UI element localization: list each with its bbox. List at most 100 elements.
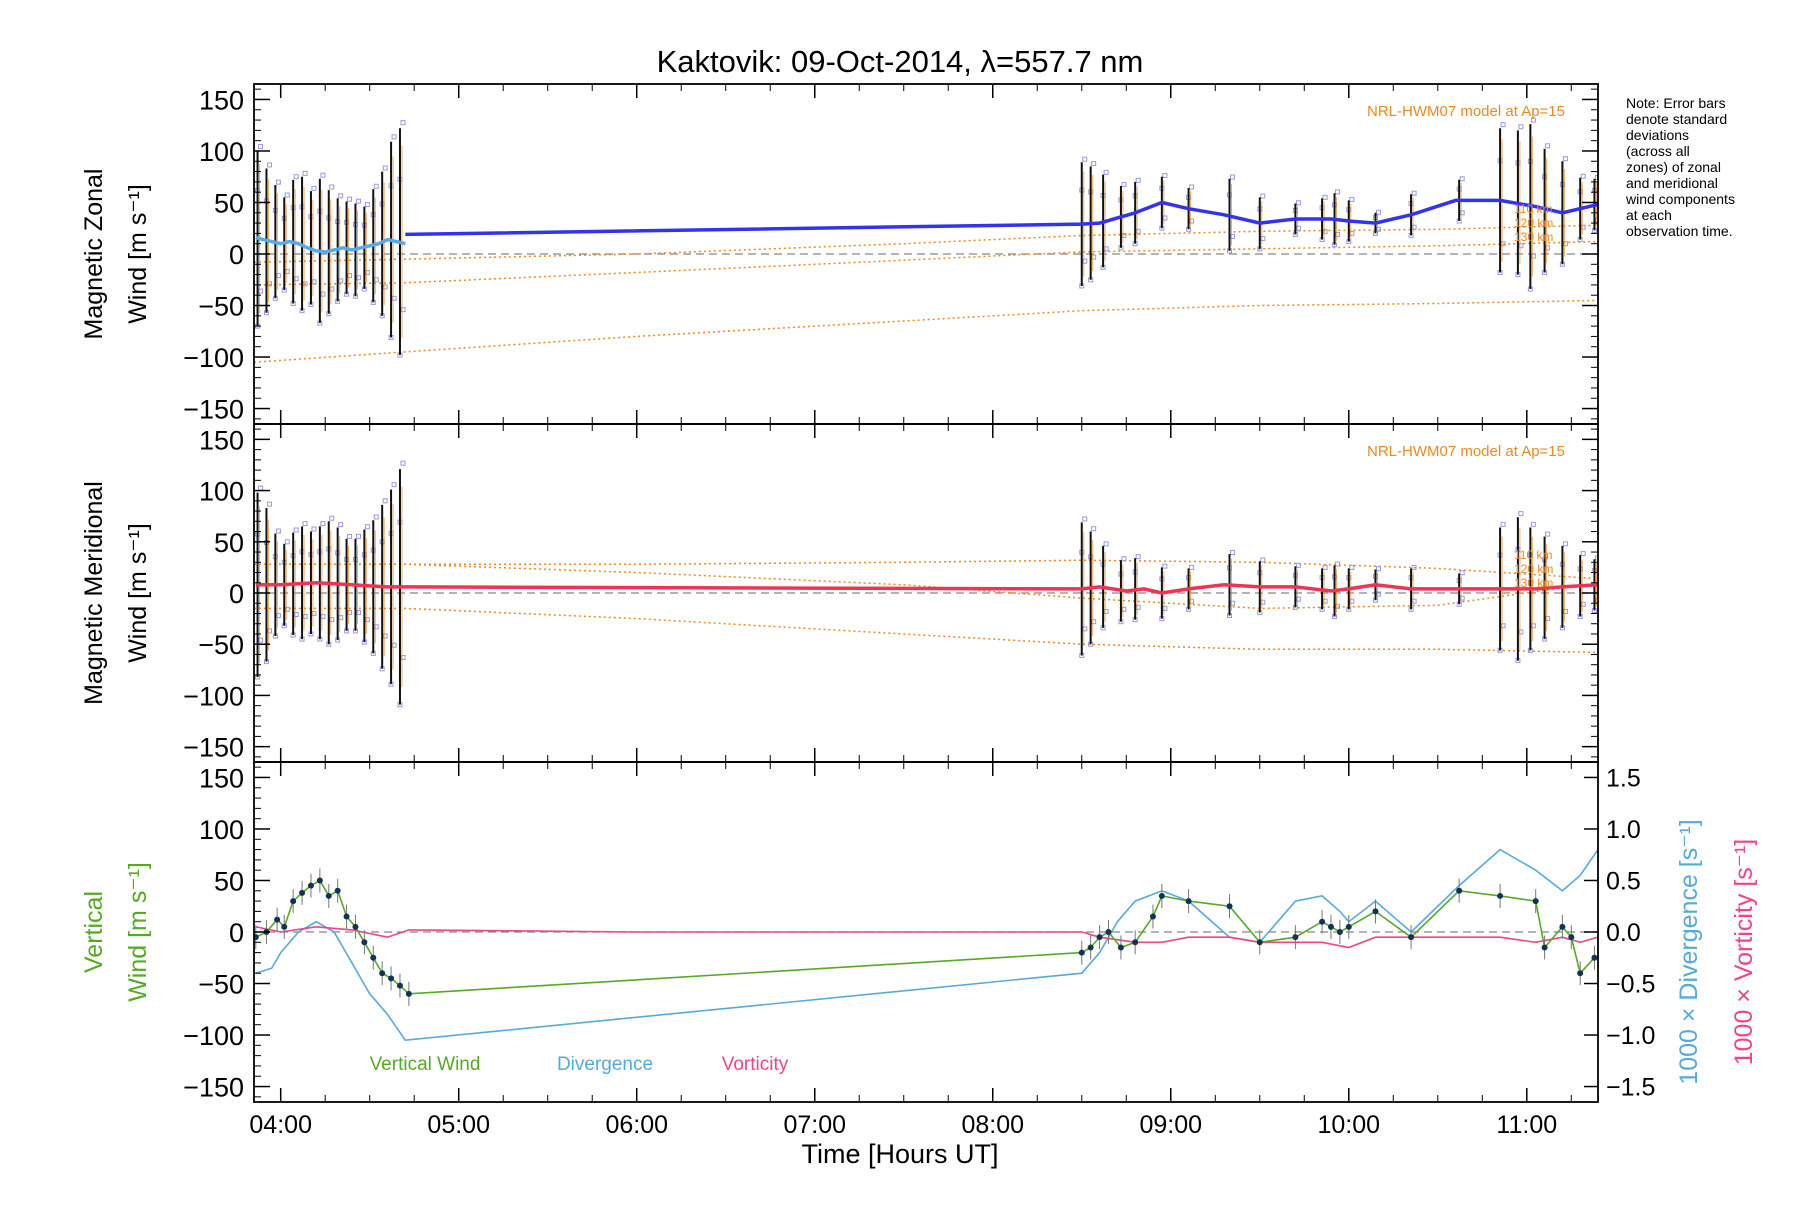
zone-point (391, 482, 397, 488)
zone-point (1349, 564, 1355, 570)
y-axis-label-line2: Wind [m s⁻¹] (124, 184, 152, 324)
x-tick-label: 11:00 (1496, 1111, 1557, 1139)
zone-point (1375, 566, 1381, 572)
zone-point (293, 174, 299, 180)
zone-point (1082, 156, 1088, 162)
zone-point (1500, 521, 1506, 527)
zone-point (400, 460, 406, 466)
zone-point (338, 522, 344, 528)
y-axis-label-line2: Wind [m s⁻¹] (124, 523, 152, 663)
zone-point (1518, 124, 1524, 130)
zone-point (1121, 556, 1127, 562)
zone-point (1295, 562, 1301, 568)
zone-point (373, 514, 379, 520)
vertical-wind-point (290, 898, 297, 905)
zone-point (302, 521, 308, 527)
zone-point (1375, 209, 1381, 215)
zone-point (320, 172, 326, 178)
y-tick-label: −100 (183, 681, 244, 711)
zone-point (1230, 174, 1236, 180)
x-tick-label: 10:00 (1318, 1111, 1381, 1139)
zone-point (1545, 531, 1551, 537)
vertical-wind-point (1319, 918, 1326, 925)
model-label: NRL-HWM07 model at Ap=15 (1367, 443, 1565, 460)
zone-point (1103, 169, 1109, 175)
vertical-wind-point (379, 970, 386, 977)
y-axis-label-line1: Magnetic Meridional (80, 481, 108, 705)
zone-point (284, 192, 290, 198)
zone-point (275, 179, 281, 185)
zone-point (258, 144, 264, 150)
plot-area-vertical (254, 848, 1598, 1042)
zone-point (1121, 181, 1127, 187)
zone-point (347, 533, 353, 539)
note-line: and meridional (1626, 175, 1718, 191)
zone-point (1459, 176, 1465, 182)
zone-point (391, 134, 397, 140)
right-tick-label: −1.0 (1606, 1022, 1655, 1050)
zone-point (284, 539, 290, 545)
y-tick-label: −100 (183, 343, 244, 373)
right-tick-label: 1.5 (1606, 764, 1641, 792)
zone-point (382, 498, 388, 504)
x-tick-label: 09:00 (1139, 1111, 1202, 1139)
zone-point (320, 521, 326, 527)
model-label: NRL-HWM07 model at Ap=15 (1367, 103, 1565, 120)
y-tick-label: 0 (229, 579, 244, 609)
vertical-wind-point (1226, 903, 1233, 910)
y-tick-label: 50 (214, 528, 244, 558)
note-line: deviations (1626, 127, 1689, 143)
vertical-wind-point (1132, 939, 1139, 946)
y-tick-label: 0 (229, 240, 244, 270)
vertical-wind-point (1532, 898, 1539, 905)
y-tick-label: −50 (198, 630, 244, 660)
y-axis-label-line1: Magnetic Zonal (80, 169, 108, 340)
vertical-wind-point (1497, 892, 1504, 899)
zone-point (1322, 194, 1328, 200)
right-tick-label: −0.5 (1606, 971, 1655, 999)
zone-point (1335, 561, 1341, 567)
y-axis-label-line2: Wind [m s⁻¹] (124, 862, 152, 1002)
zone-point (1500, 122, 1506, 128)
vertical-wind-point (299, 889, 306, 896)
y-tick-label: −150 (183, 1073, 244, 1103)
zone-point (1082, 516, 1088, 522)
vertical-wind-point (1559, 923, 1566, 930)
zone-point (1349, 196, 1355, 202)
right-tick-label: 0.5 (1606, 867, 1641, 895)
zone-point (1530, 521, 1536, 527)
zone-point (1162, 563, 1168, 569)
vertical-wind-point (281, 923, 288, 930)
zone-point (329, 184, 335, 190)
vertical-wind-point (1577, 970, 1584, 977)
zone-point (1091, 526, 1097, 532)
note-line: denote standard (1626, 111, 1727, 127)
zone-point (266, 501, 272, 507)
series-line-meridional-0 (255, 581, 1598, 595)
vertical-wind-point (1117, 944, 1124, 951)
zone-point (1260, 557, 1266, 563)
vorticity-line (255, 925, 1598, 949)
vertical-wind-point (307, 882, 314, 889)
y-tick-label: −150 (183, 733, 244, 763)
zone-point (1459, 570, 1465, 576)
model-line-2 (254, 559, 1598, 580)
vertical-wind-point (352, 923, 359, 930)
zone-point (373, 183, 379, 189)
vertical-wind-point (334, 887, 341, 894)
zone-point (1322, 564, 1328, 570)
zone-point (1335, 189, 1341, 195)
vertical-wind-point (405, 990, 412, 997)
zone-point (1580, 551, 1586, 557)
zone-point (347, 196, 353, 202)
zone-point (311, 526, 317, 532)
note-line: Note: Error bars (1626, 95, 1726, 111)
vertical-wind-point (1105, 929, 1112, 935)
vertical-wind-point (325, 892, 332, 899)
vertical-wind-point (254, 934, 259, 941)
